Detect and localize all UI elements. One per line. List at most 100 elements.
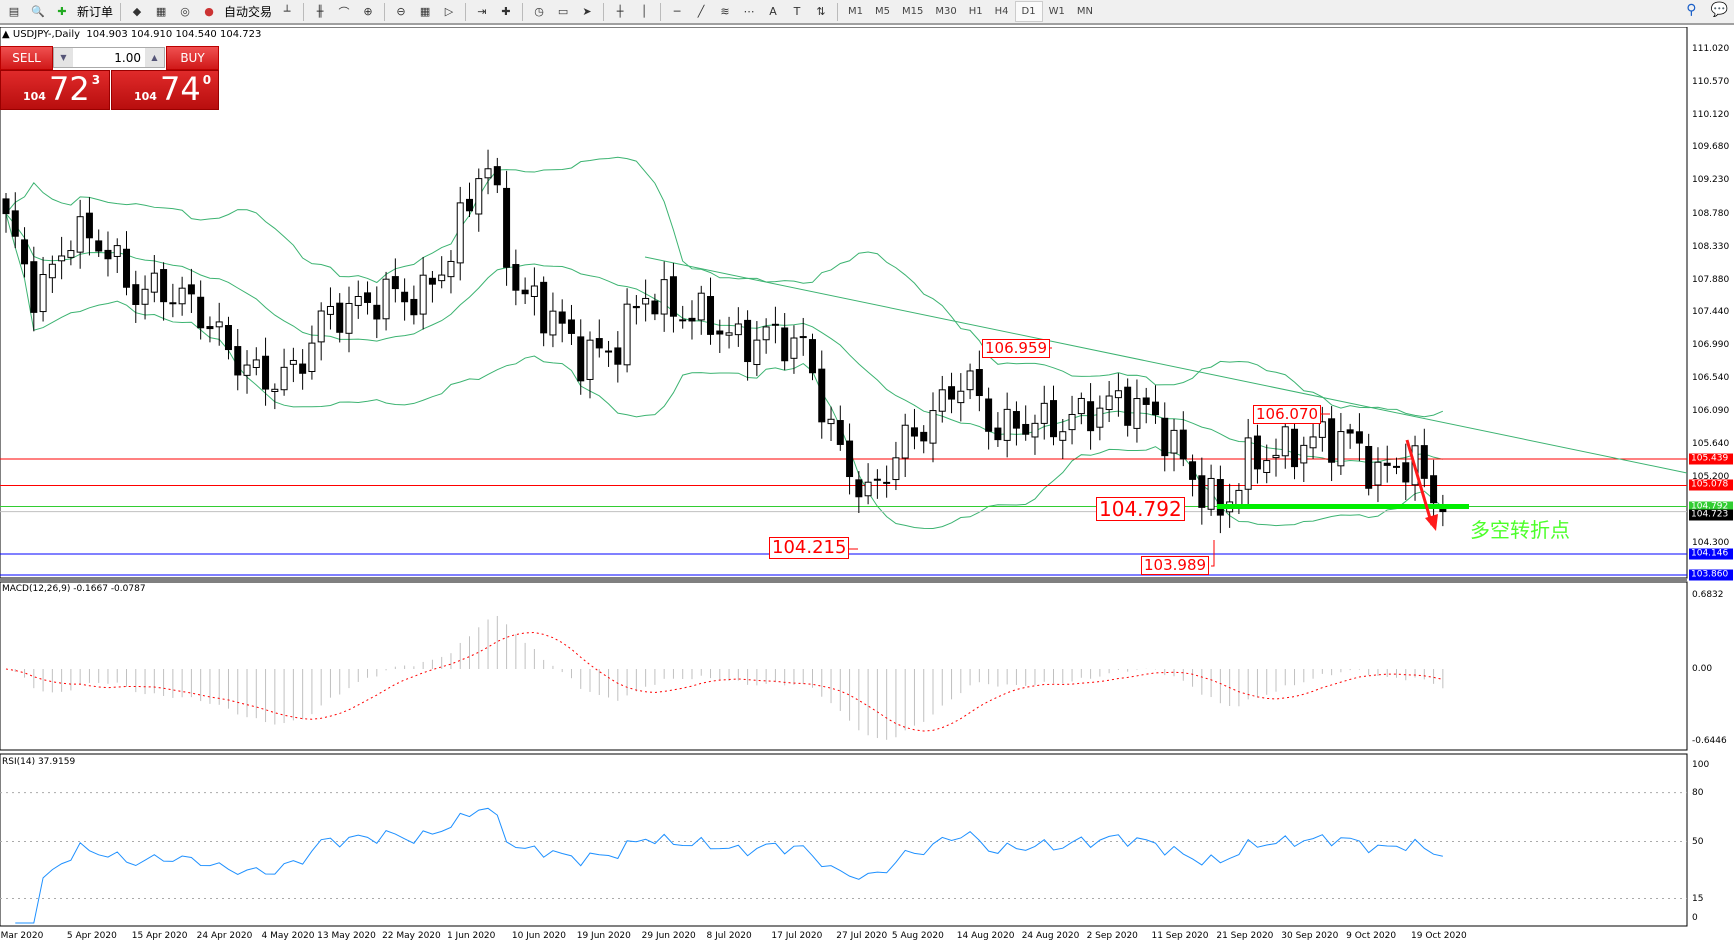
candle-bullish	[1077, 397, 1085, 415]
annotation-level-104792[interactable]: 104.792	[1096, 497, 1185, 521]
candle-bullish	[1263, 460, 1271, 473]
collapse-icon[interactable]: ▲	[2, 29, 13, 40]
zoom-out-icon[interactable]: ⊖	[396, 5, 406, 18]
time-axis-label: 5 Apr 2020	[66, 931, 117, 941]
annotation-high-106070[interactable]: 106.070	[1253, 405, 1322, 424]
profiles-icon[interactable]: 🔍	[31, 5, 45, 18]
timeframe-h4[interactable]: H4	[994, 6, 1009, 17]
candle-bullish	[873, 478, 881, 481]
lot-input[interactable]	[73, 48, 145, 67]
equidistant-channel-icon[interactable]: ⋯	[743, 5, 755, 18]
sell-button[interactable]: SELL	[0, 46, 53, 70]
timeframe-w1[interactable]: W1	[1048, 6, 1065, 17]
templates-icon[interactable]: ▭	[557, 5, 569, 18]
rsi-pane-frame	[0, 753, 1688, 927]
candle-bullish	[58, 255, 66, 262]
candle-bearish	[206, 326, 214, 330]
tile-windows-icon[interactable]: ▦	[419, 5, 431, 18]
lot-stepper[interactable]: ▼ ▲	[53, 47, 165, 68]
crosshair-icon[interactable]: ┼	[616, 5, 624, 18]
toolbar-separator	[522, 2, 524, 21]
candle-bullish	[1318, 421, 1326, 438]
autotrading-button[interactable]: 自动交易	[224, 5, 273, 19]
vertical-line-icon[interactable]: │	[640, 5, 648, 18]
time-axis-label: 1 Jun 2020	[446, 931, 496, 941]
candle-bullish	[1272, 454, 1280, 459]
timeframe-m1[interactable]: M1	[848, 6, 864, 17]
candle-bearish	[1430, 475, 1438, 504]
candle-bullish	[1096, 407, 1104, 428]
candles	[2, 149, 1447, 534]
search-icon[interactable]: ⚲	[1686, 2, 1697, 18]
candle-bullish	[484, 168, 492, 179]
sell-price[interactable]: 104 72 3	[0, 70, 110, 110]
candle-bearish	[707, 296, 715, 335]
timeframe-h1[interactable]: H1	[968, 6, 983, 17]
candle-bearish	[1022, 423, 1030, 435]
periods-icon[interactable]: ◷	[534, 5, 544, 18]
candle-bullish	[150, 272, 158, 293]
candle-bearish	[651, 300, 659, 315]
horizontal-line-icon[interactable]: ─	[673, 5, 681, 18]
buy-price[interactable]: 104 74 0	[111, 70, 219, 110]
navigator-icon[interactable]: ▦	[155, 5, 167, 18]
trendline-icon[interactable]: ╱	[697, 5, 705, 18]
annotation-turning-point[interactable]: 多空转折点	[1470, 518, 1570, 542]
price-axis-label: 104.300	[1692, 537, 1730, 548]
candle-bullish	[280, 366, 288, 391]
toolbar-separator	[384, 2, 386, 21]
candle-bearish	[428, 277, 436, 285]
timeframe-d1[interactable]: D1	[1014, 1, 1043, 22]
fibonacci-icon[interactable]: ≋	[720, 5, 730, 18]
cursor-icon[interactable]: ➤	[582, 5, 592, 18]
candle-bearish	[493, 166, 501, 186]
time-axis-label: 19 Jun 2020	[576, 931, 631, 941]
price-tag: 105.439	[1689, 453, 1733, 465]
lot-increase-icon[interactable]: ▲	[145, 48, 164, 67]
timeframe-m5[interactable]: M5	[875, 6, 891, 17]
candle-bullish	[1235, 489, 1243, 506]
arrows-icon[interactable]: ⇅	[816, 5, 826, 18]
line-chart-icon[interactable]: ⌒	[338, 5, 350, 19]
autoscroll-icon[interactable]: ⇥	[477, 5, 487, 18]
text-icon[interactable]: A	[769, 5, 777, 18]
chart-area[interactable]	[0, 27, 1734, 943]
autotrading-icon[interactable]: ●	[204, 5, 214, 18]
new-order-icon[interactable]: ✚	[57, 5, 67, 18]
candle-bearish	[132, 284, 140, 305]
candle-bullish	[382, 278, 390, 320]
buy-button[interactable]: BUY	[166, 46, 219, 70]
bar-chart-icon[interactable]: ┴	[283, 5, 291, 18]
zoom-in-icon[interactable]: ⊕	[363, 5, 373, 18]
candle-bullish	[243, 364, 251, 376]
candle-bearish	[744, 319, 752, 363]
candlestick-icon[interactable]: ╫	[316, 5, 324, 18]
toolbar-separator	[303, 2, 305, 21]
annotation-high-106959[interactable]: 106.959	[982, 339, 1051, 358]
chat-icon[interactable]: 💬	[1710, 2, 1728, 18]
annotation-low-104215[interactable]: 104.215	[769, 537, 850, 559]
indicators-icon[interactable]: ✚	[501, 5, 511, 18]
lot-decrease-icon[interactable]: ▼	[54, 48, 73, 67]
time-axis-label: 6 Mar 2020	[0, 931, 44, 941]
candle-bearish	[197, 296, 205, 329]
candle-bearish	[669, 276, 677, 317]
buy-price-main: 74	[159, 70, 201, 108]
new-order-button[interactable]: 新订单	[77, 5, 114, 19]
new-chart-icon[interactable]: ▤	[8, 5, 20, 18]
timeframe-m15[interactable]: M15	[902, 6, 924, 17]
text-label-icon[interactable]: T	[793, 5, 801, 18]
timeframe-mn[interactable]: MN	[1076, 6, 1093, 17]
timeframe-m30[interactable]: M30	[935, 6, 957, 17]
candle-bullish	[929, 410, 937, 444]
candle-bullish	[827, 418, 835, 425]
candle-bullish	[317, 310, 325, 343]
signals-icon[interactable]: ◎	[180, 5, 190, 18]
candle-bullish	[475, 178, 483, 215]
macd-pane-frame	[0, 581, 1688, 751]
metaeditor-icon[interactable]: ◆	[132, 5, 142, 18]
candle-bullish	[1300, 444, 1308, 464]
chart-shift-icon[interactable]: ▷	[444, 5, 454, 18]
annotation-low-103989[interactable]: 103.989	[1141, 556, 1210, 575]
